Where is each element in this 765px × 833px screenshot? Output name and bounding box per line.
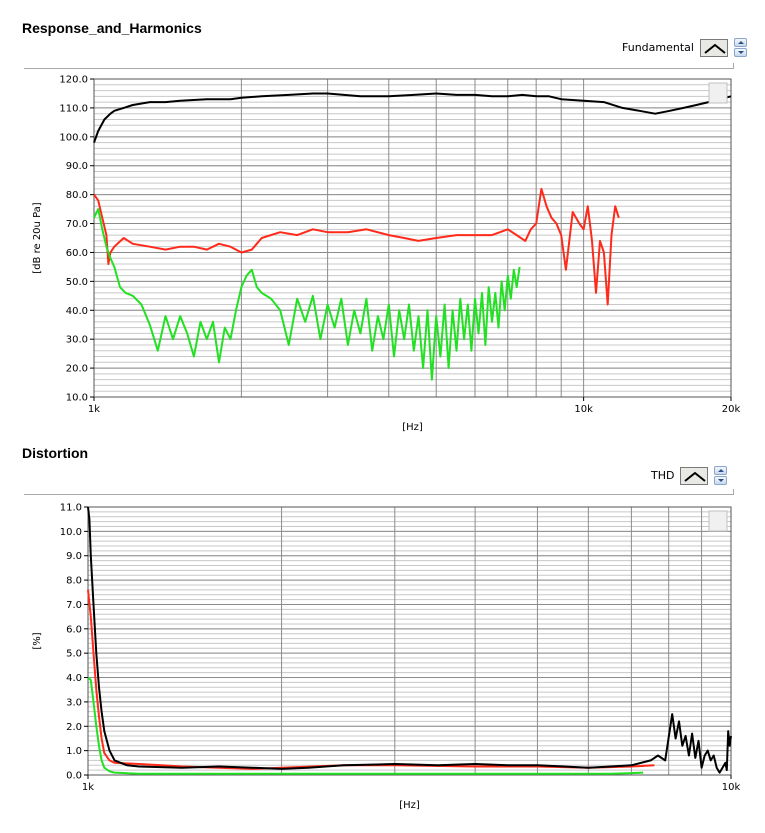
series-line-1 <box>87 589 655 770</box>
chart1-legend[interactable]: Fundamental <box>622 38 747 57</box>
y-tick-label: 11.0 <box>60 503 82 514</box>
chevron-down-icon[interactable] <box>714 476 728 485</box>
y-tick-label: 100.0 <box>59 132 88 143</box>
y-tick-label: 120.0 <box>59 75 88 86</box>
plot-area <box>88 507 731 775</box>
y-tick-label: 10.0 <box>66 393 88 404</box>
y-tick-label: 20.0 <box>66 364 88 375</box>
series-line-1 <box>93 187 620 306</box>
y-tick-label: 4.0 <box>66 673 82 684</box>
y-tick-label: 90.0 <box>66 161 88 172</box>
x-tick-label: 10k <box>722 782 741 793</box>
y-tick-label: 110.0 <box>59 103 88 114</box>
y-tick-label: 5.0 <box>66 649 82 660</box>
y-tick-label: 50.0 <box>66 277 88 288</box>
chart2-separator-tick <box>733 489 734 494</box>
chart2-legend[interactable]: THD <box>651 466 728 485</box>
series-line-2 <box>87 506 732 774</box>
chart1-title: Response_and_Harmonics <box>22 20 202 36</box>
y-tick-label: 7.0 <box>66 600 82 611</box>
series-line-0 <box>87 676 644 775</box>
chevron-down-icon[interactable] <box>733 48 747 57</box>
y-tick-label: 10.0 <box>60 527 82 538</box>
y-axis-label: [dB re 20u Pa] <box>32 202 43 273</box>
response-chart: 10.0 20.0 30.0 40.0 50.0 60.0 70.0 80.0 90.0 100.… <box>32 75 741 434</box>
chart1-separator-tick <box>733 63 734 68</box>
y-tick-label: 3.0 <box>66 697 82 708</box>
chart1-legend-spinner[interactable] <box>733 38 747 57</box>
x-tick-label: 10k <box>574 404 593 415</box>
line-style-icon[interactable] <box>680 466 709 485</box>
chart1-separator <box>24 68 734 69</box>
chart2-separator <box>24 494 734 495</box>
chevron-up-icon[interactable] <box>733 38 747 47</box>
y-tick-label: 80.0 <box>66 190 88 201</box>
y-axis-label: [%] <box>32 632 43 649</box>
y-tick-label: 6.0 <box>66 624 82 635</box>
y-tick-label: 40.0 <box>66 306 88 317</box>
graph-palette-icon <box>708 510 728 532</box>
chart1-legend-label: Fundamental <box>622 41 694 54</box>
y-tick-label: 0.0 <box>66 771 82 782</box>
x-tick-label: 20k <box>722 404 741 415</box>
chart2-legend-label: THD <box>651 469 675 482</box>
chart2-legend-spinner[interactable] <box>714 466 728 485</box>
x-tick-label: 1k <box>82 782 94 793</box>
y-tick-label: 70.0 <box>66 219 88 230</box>
plot-frame <box>87 506 732 776</box>
plot-frame <box>93 78 732 398</box>
chart2-title: Distortion <box>22 445 89 461</box>
y-tick-label: 30.0 <box>66 335 88 346</box>
chevron-up-icon[interactable] <box>714 466 728 475</box>
y-tick-label: 9.0 <box>66 551 82 562</box>
line-style-icon[interactable] <box>699 38 728 57</box>
y-tick-label: 1.0 <box>66 746 82 757</box>
series-line-0 <box>93 92 732 143</box>
x-axis-label: [Hz] <box>402 422 423 433</box>
y-tick-label: 2.0 <box>66 722 82 733</box>
series-line-2 <box>93 208 521 381</box>
y-tick-label: 8.0 <box>66 576 82 587</box>
x-tick-label: 1k <box>88 404 100 415</box>
graph-palette-icon <box>708 82 728 104</box>
x-axis-label: [Hz] <box>399 800 420 811</box>
y-tick-label: 60.0 <box>66 248 88 259</box>
